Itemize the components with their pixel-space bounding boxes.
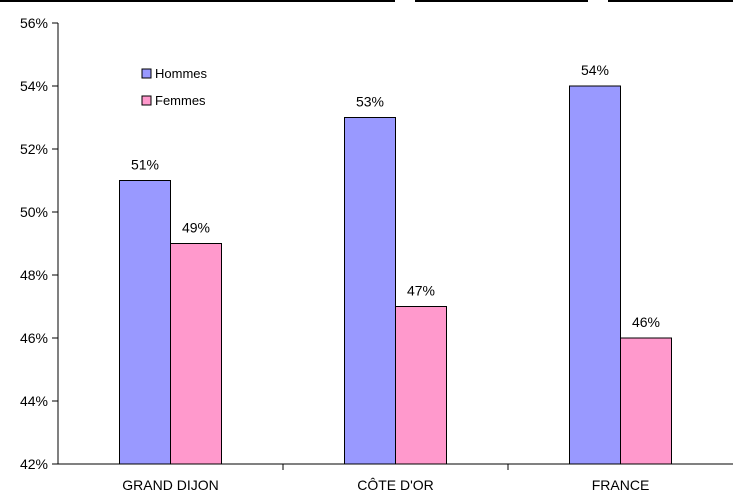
bar-femmes bbox=[395, 306, 447, 465]
bar-femmes bbox=[170, 243, 222, 465]
bars bbox=[119, 85, 672, 465]
y-tick-label: 48% bbox=[20, 267, 48, 283]
x-category-label: FRANCE bbox=[592, 477, 650, 493]
y-tick-label: 44% bbox=[20, 393, 48, 409]
y-tick-label: 52% bbox=[20, 141, 48, 157]
data-label: 46% bbox=[632, 314, 660, 330]
bar-hommes bbox=[119, 180, 171, 465]
data-label: 54% bbox=[581, 62, 609, 78]
y-tick-label: 46% bbox=[20, 330, 48, 346]
legend-swatch-femmes bbox=[141, 95, 152, 106]
legend-label-femmes: Femmes bbox=[155, 93, 206, 108]
legend-label-hommes: Hommes bbox=[155, 66, 208, 81]
data-labels: 51% 49% 53% 47% 54% 46% bbox=[131, 62, 660, 330]
x-axis: GRAND DIJON CÔTE D'OR FRANCE bbox=[58, 463, 733, 493]
y-tick-label: 56% bbox=[20, 15, 48, 31]
data-label: 47% bbox=[407, 283, 435, 299]
bar-femmes bbox=[620, 337, 672, 465]
x-category-label: CÔTE D'OR bbox=[357, 477, 434, 493]
y-tick-label: 42% bbox=[20, 456, 48, 472]
y-tick-label: 50% bbox=[20, 204, 48, 220]
data-label: 49% bbox=[182, 220, 210, 236]
bar-hommes bbox=[569, 85, 621, 465]
y-axis: 42% 44% 46% 48% 50% 52% 54% 56% bbox=[20, 15, 59, 472]
y-tick-label: 54% bbox=[20, 78, 48, 94]
x-category-label: GRAND DIJON bbox=[122, 477, 218, 493]
legend-swatch-hommes bbox=[141, 68, 152, 79]
legend: Hommes Femmes bbox=[141, 66, 208, 108]
bar-hommes bbox=[344, 117, 396, 465]
data-label: 53% bbox=[356, 94, 384, 110]
data-label: 51% bbox=[131, 157, 159, 173]
